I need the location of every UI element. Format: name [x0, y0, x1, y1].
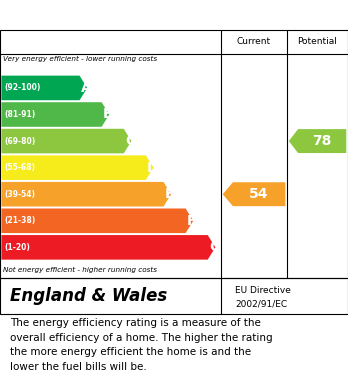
Polygon shape	[1, 235, 215, 260]
Text: B: B	[103, 108, 113, 122]
Polygon shape	[1, 208, 193, 233]
Text: The energy efficiency rating is a measure of the
overall efficiency of a home. T: The energy efficiency rating is a measur…	[10, 318, 273, 372]
Polygon shape	[1, 102, 109, 127]
Text: (21-38): (21-38)	[4, 216, 35, 225]
Text: 54: 54	[250, 187, 269, 201]
Polygon shape	[1, 75, 87, 100]
Polygon shape	[1, 155, 153, 180]
Text: (69-80): (69-80)	[4, 136, 35, 145]
Text: Energy Efficiency Rating: Energy Efficiency Rating	[10, 7, 220, 23]
Polygon shape	[1, 129, 132, 153]
Text: Current: Current	[237, 37, 271, 46]
Polygon shape	[289, 129, 346, 153]
Text: 2002/91/EC: 2002/91/EC	[235, 300, 287, 308]
Text: Not energy efficient - higher running costs: Not energy efficient - higher running co…	[3, 267, 158, 273]
Text: D: D	[147, 161, 158, 175]
Text: (39-54): (39-54)	[4, 190, 35, 199]
Text: (81-91): (81-91)	[4, 110, 35, 119]
Text: England & Wales: England & Wales	[10, 287, 168, 305]
Text: (92-100): (92-100)	[4, 83, 41, 92]
Text: F: F	[187, 214, 196, 228]
Text: (55-68): (55-68)	[4, 163, 35, 172]
Text: Very energy efficient - lower running costs: Very energy efficient - lower running co…	[3, 56, 158, 62]
Polygon shape	[1, 182, 171, 206]
Text: G: G	[209, 240, 220, 255]
Text: (1-20): (1-20)	[4, 243, 30, 252]
Text: A: A	[81, 81, 91, 95]
Text: Potential: Potential	[298, 37, 338, 46]
Text: EU Directive: EU Directive	[235, 286, 291, 295]
Text: C: C	[125, 134, 135, 148]
Polygon shape	[223, 182, 285, 206]
Text: 78: 78	[313, 134, 332, 148]
Text: E: E	[165, 187, 174, 201]
